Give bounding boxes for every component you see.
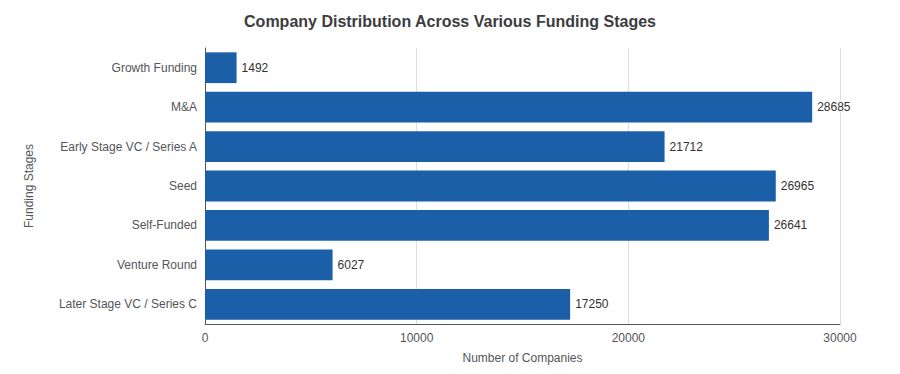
svg-text:17250: 17250 [575,297,609,311]
svg-text:1492: 1492 [242,61,269,75]
svg-text:Number of Companies: Number of Companies [462,351,582,365]
svg-text:Later Stage VC / Series C: Later Stage VC / Series C [59,297,197,311]
svg-text:Venture Round: Venture Round [117,258,197,272]
svg-text:Self-Funded: Self-Funded [132,218,197,232]
svg-text:Growth Funding: Growth Funding [112,61,197,75]
svg-text:20000: 20000 [612,331,646,345]
svg-text:Company Distribution Across Va: Company Distribution Across Various Fund… [244,13,656,30]
svg-text:Early Stage VC / Series A: Early Stage VC / Series A [60,140,197,154]
svg-text:6027: 6027 [338,258,365,272]
svg-text:Funding Stages: Funding Stages [22,144,36,228]
svg-text:26641: 26641 [774,218,808,232]
svg-text:10000: 10000 [400,331,434,345]
svg-text:21712: 21712 [670,140,704,154]
svg-text:Seed: Seed [169,179,197,193]
svg-text:28685: 28685 [817,100,851,114]
svg-text:M&A: M&A [171,100,197,114]
svg-text:26965: 26965 [781,179,815,193]
svg-text:0: 0 [202,331,209,345]
svg-text:30000: 30000 [823,331,857,345]
